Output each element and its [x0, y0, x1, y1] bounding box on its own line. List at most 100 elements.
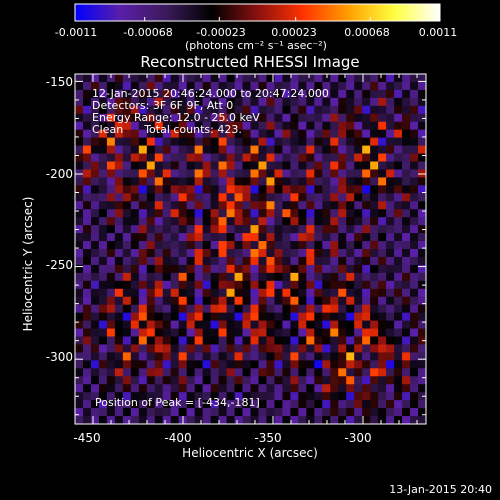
- heatmap-cell: [170, 336, 180, 345]
- heatmap-cell: [98, 145, 108, 154]
- heatmap-cell: [114, 368, 124, 377]
- heatmap-cell: [226, 161, 235, 170]
- heatmap-cell: [218, 185, 227, 194]
- heatmap-cell: [82, 249, 92, 258]
- heatmap-cell: [346, 376, 355, 385]
- heatmap-cell: [154, 368, 164, 377]
- heatmap-cell: [138, 169, 148, 178]
- heatmap-cell: [122, 360, 132, 369]
- heatmap-cell: [154, 185, 164, 194]
- heatmap-cell: [322, 145, 331, 154]
- heatmap-cell: [362, 344, 371, 353]
- heatmap-cell: [162, 105, 172, 115]
- heatmap-cell: [202, 177, 212, 186]
- heatmap-cell: [130, 320, 140, 329]
- heatmap-cell: [314, 105, 323, 115]
- heatmap-cell: [90, 121, 100, 131]
- heatmap-cell: [186, 81, 196, 91]
- heatmap-cell: [266, 352, 275, 361]
- heatmap-cell: [210, 89, 219, 99]
- heatmap-cell: [394, 376, 403, 385]
- heatmap-cell: [418, 89, 427, 99]
- heatmap-cell: [90, 408, 100, 417]
- heatmap-cell: [266, 249, 275, 258]
- heatmap-cell: [90, 233, 100, 242]
- heatmap-cell: [106, 344, 116, 353]
- heatmap-cell: [418, 376, 427, 385]
- heatmap-cell: [386, 169, 395, 178]
- heatmap-cell: [266, 272, 275, 282]
- heatmap-cell: [186, 392, 196, 401]
- heatmap-cell: [210, 312, 219, 321]
- heatmap-cell: [122, 105, 132, 115]
- heatmap-cell: [122, 113, 132, 123]
- heatmap-cell: [146, 169, 156, 178]
- heatmap-cell: [242, 416, 251, 425]
- heatmap-cell: [410, 145, 419, 154]
- heatmap-cell: [250, 225, 259, 234]
- heatmap-cell: [130, 272, 140, 282]
- heatmap-cell: [370, 113, 379, 123]
- heatmap-cell: [330, 201, 339, 210]
- heatmap-cell: [378, 169, 387, 178]
- heatmap-cell: [90, 376, 100, 385]
- heatmap-cell: [266, 193, 275, 202]
- heatmap-cell: [242, 193, 251, 202]
- heatmap-cell: [226, 296, 235, 306]
- heatmap-cell: [162, 384, 172, 393]
- heatmap-cell: [234, 241, 243, 250]
- heatmap-cell: [186, 312, 196, 321]
- heatmap-cell: [298, 320, 307, 329]
- y-tick-label: -300: [45, 350, 73, 364]
- heatmap-cell: [138, 328, 148, 337]
- heatmap-cell: [162, 312, 172, 321]
- heatmap-cell: [75, 416, 84, 425]
- heatmap-cell: [378, 272, 387, 282]
- heatmap-cell: [130, 384, 140, 393]
- heatmap-cell: [90, 161, 100, 170]
- heatmap-cell: [106, 97, 116, 107]
- heatmap-cell: [346, 256, 355, 266]
- heatmap-cell: [386, 185, 395, 194]
- heatmap-cell: [82, 153, 92, 162]
- heatmap-cell: [250, 233, 259, 242]
- heatmap-cell: [402, 344, 411, 353]
- heatmap-cell: [250, 193, 259, 202]
- heatmap-cell: [378, 161, 387, 170]
- heatmap-cell: [386, 145, 395, 154]
- heatmap-cell: [146, 256, 156, 266]
- heatmap-cell: [410, 296, 419, 306]
- heatmap-cell: [178, 169, 188, 178]
- heatmap-cell: [178, 241, 188, 250]
- heatmap-cell: [418, 384, 427, 393]
- heatmap-cell: [226, 336, 235, 345]
- heatmap-cell: [330, 233, 339, 242]
- heatmap-cell: [370, 169, 379, 178]
- heatmap-cell: [306, 161, 315, 170]
- heatmap-cell: [98, 360, 108, 369]
- heatmap-cell: [346, 400, 355, 409]
- heatmap-cell: [394, 360, 403, 369]
- heatmap-cell: [75, 137, 84, 146]
- heatmap-cell: [338, 105, 347, 115]
- heatmap-cell: [122, 249, 132, 258]
- heatmap-cell: [370, 280, 379, 290]
- heatmap-cell: [146, 336, 156, 345]
- heatmap-cell: [138, 137, 148, 146]
- heatmap-cell: [242, 217, 251, 226]
- heatmap-cell: [186, 352, 196, 361]
- heatmap-cell: [98, 177, 108, 186]
- heatmap-cell: [98, 209, 108, 218]
- heatmap-cell: [114, 336, 124, 345]
- heatmap-cell: [290, 161, 299, 170]
- heatmap-cell: [418, 153, 427, 162]
- heatmap-cell: [290, 376, 299, 385]
- heatmap-cell: [282, 384, 291, 393]
- heatmap-cell: [106, 296, 116, 306]
- heatmap-cell: [322, 105, 331, 115]
- heatmap-cell: [170, 161, 180, 170]
- heatmap-cell: [282, 113, 291, 123]
- heatmap-cell: [306, 352, 315, 361]
- heatmap-cell: [314, 209, 323, 218]
- heatmap-cell: [90, 249, 100, 258]
